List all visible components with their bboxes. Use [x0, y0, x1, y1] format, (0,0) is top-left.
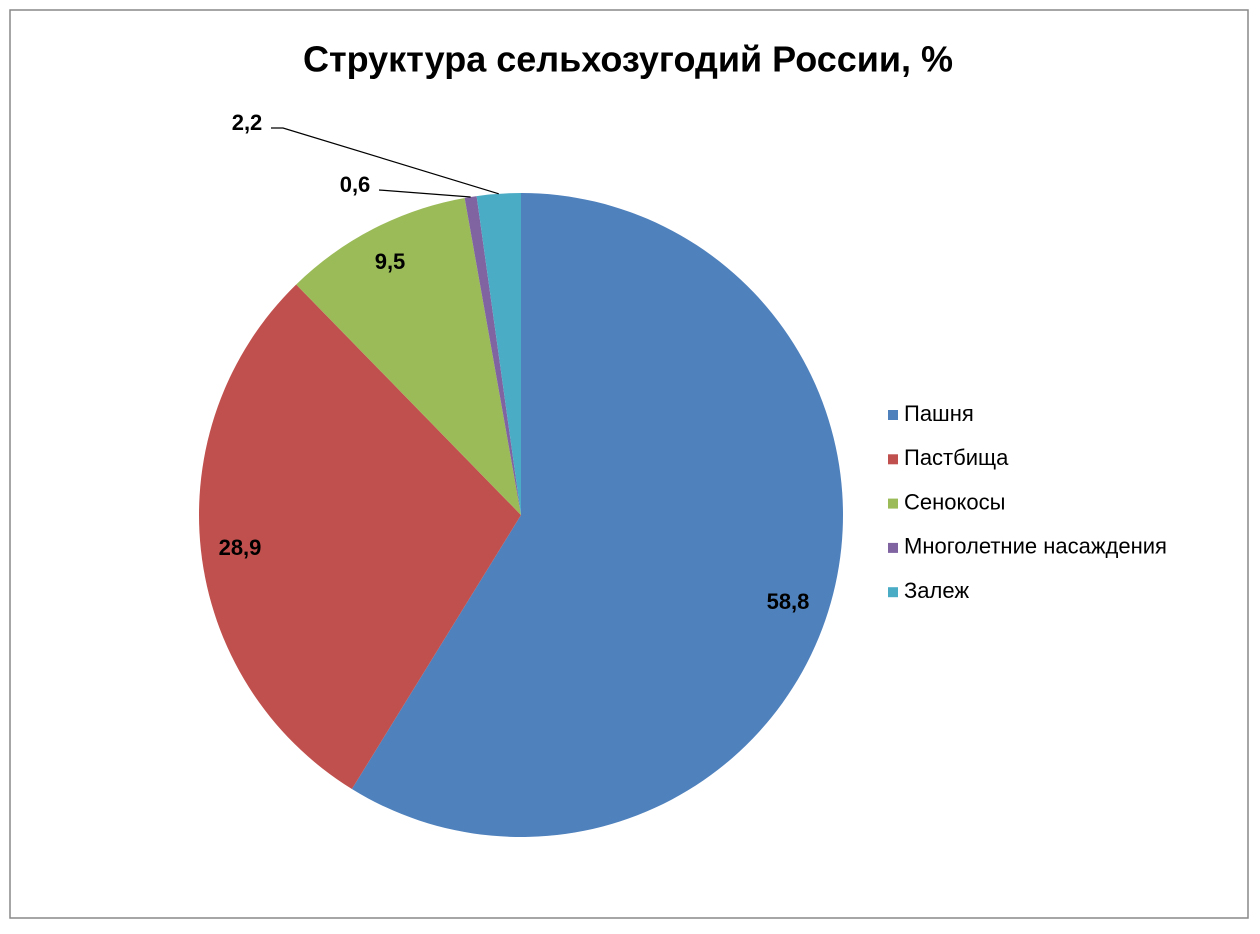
legend-label: Пашня — [904, 401, 974, 426]
pie-slice — [476, 193, 521, 515]
legend-marker — [888, 410, 898, 420]
data-label: 28,9 — [219, 535, 262, 560]
data-label: 2,2 — [232, 110, 263, 135]
legend-marker — [888, 498, 898, 509]
legend-marker — [888, 542, 898, 553]
data-label: 58,8 — [767, 589, 810, 614]
legend-label: Многолетние насаждения — [904, 534, 1167, 559]
leader-line — [271, 127, 499, 195]
legend-marker — [888, 454, 898, 465]
legend-marker — [888, 587, 898, 598]
pie-slice — [199, 284, 521, 790]
legend-label: Сенокосы — [904, 489, 1005, 514]
legend-label: Залеж — [904, 578, 969, 603]
data-label: 0,6 — [340, 172, 371, 197]
leader-line — [378, 189, 471, 198]
legend-label: Пастбища — [904, 445, 1009, 470]
pie-slice — [464, 196, 521, 516]
data-label: 9,5 — [375, 249, 406, 274]
pie-slice — [296, 197, 521, 516]
chart-title: Структура сельхозугодий России, % — [303, 39, 953, 80]
pie-slice — [351, 193, 843, 837]
